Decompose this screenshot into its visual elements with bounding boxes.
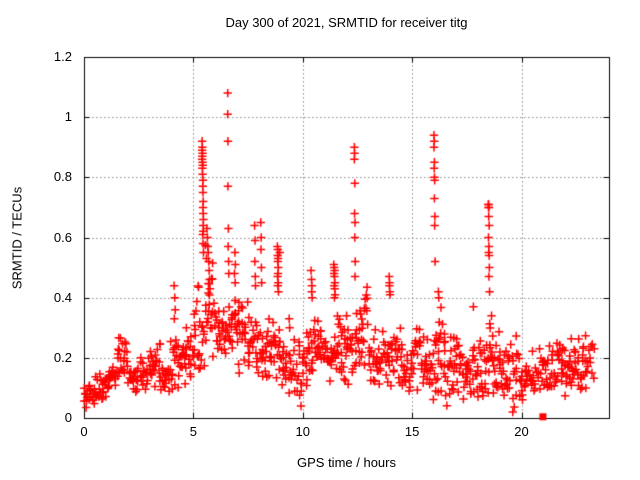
y-axis-label: SRMTID / TECUs — [9, 186, 25, 290]
y-tick-label: 0.2 — [53, 349, 72, 365]
y-tick-label: 0.4 — [53, 289, 72, 305]
y-tick-label: 0.6 — [53, 229, 72, 245]
x-tick-label: 10 — [295, 424, 310, 439]
chart-title: Day 300 of 2021, SRMTID for receiver tit… — [225, 15, 468, 30]
y-tick-label: 0.8 — [53, 169, 72, 185]
x-tick-label: 5 — [189, 424, 197, 439]
x-tick-label: 20 — [514, 424, 529, 439]
x-axis-label: GPS time / hours — [297, 455, 396, 470]
y-tick-label: 1.2 — [53, 49, 72, 64]
y-tick-label: 0 — [64, 410, 72, 425]
x-tick-label: 0 — [80, 424, 88, 439]
y-tick-label: 1 — [64, 109, 72, 125]
x-tick-label: 15 — [404, 424, 420, 439]
